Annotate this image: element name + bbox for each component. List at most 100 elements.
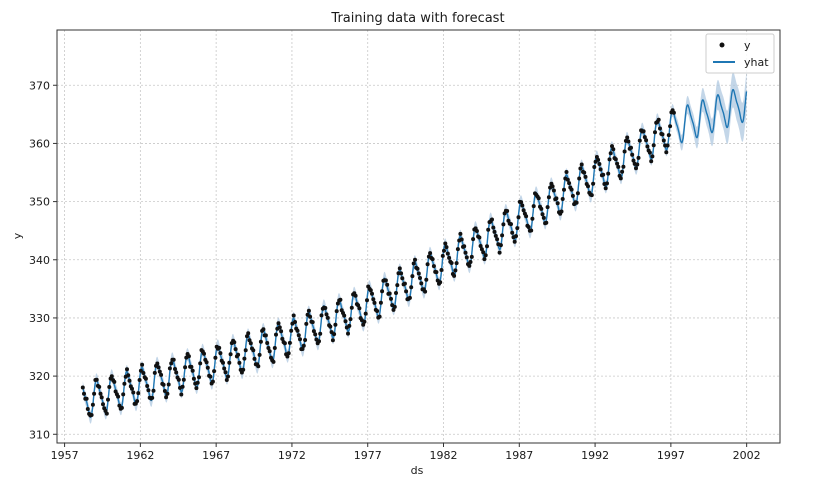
y-point (464, 255, 469, 260)
y-point (347, 323, 352, 328)
y-point (500, 233, 505, 238)
y-point (370, 291, 374, 296)
y-point (334, 309, 339, 314)
y-point (190, 368, 195, 373)
y-axis-label: y (11, 232, 24, 239)
y-point (555, 201, 560, 206)
y-point (319, 313, 324, 318)
y-point (122, 381, 127, 386)
y-point (106, 397, 110, 402)
y-point (540, 212, 545, 217)
y-point (377, 314, 382, 319)
y-point (622, 149, 627, 154)
y-point (300, 347, 305, 351)
y-point (498, 243, 503, 248)
y-point (479, 247, 484, 252)
y-point (394, 291, 398, 295)
y-point (431, 264, 436, 269)
y-point (330, 338, 335, 343)
y-point (266, 346, 271, 350)
y-point (615, 161, 620, 166)
y-point (579, 162, 584, 167)
y-point (399, 271, 404, 276)
y-point (267, 349, 272, 354)
y-point (291, 313, 296, 318)
y-point (625, 135, 630, 140)
y-point (597, 162, 602, 166)
y-point (545, 205, 550, 210)
y-point (603, 186, 608, 191)
y-point (82, 391, 86, 396)
y-point (274, 332, 278, 337)
y-point (445, 251, 450, 256)
y-point (645, 144, 650, 149)
y-point (166, 382, 171, 387)
x-tick-label: 1962 (126, 449, 154, 462)
y-point (92, 391, 97, 396)
y-point (564, 170, 569, 174)
y-point (202, 351, 206, 356)
y-point (668, 124, 673, 129)
y-point (443, 241, 448, 246)
y-point (410, 274, 415, 279)
y-point (84, 396, 89, 401)
y-point (409, 285, 414, 290)
y-point (173, 367, 177, 371)
y-point (303, 338, 308, 342)
y-point (550, 184, 555, 189)
y-point (183, 365, 188, 370)
y-point (333, 322, 338, 327)
x-tick-label: 1992 (581, 449, 609, 462)
y-point (430, 257, 435, 262)
y-point (439, 268, 444, 272)
y-point (143, 376, 148, 381)
y-point (505, 209, 510, 213)
y-point (98, 391, 103, 396)
y-point (194, 386, 199, 391)
y-point (514, 234, 518, 239)
y-point (179, 392, 184, 397)
y-point (387, 291, 392, 296)
y-point (424, 277, 429, 282)
y-point (449, 261, 454, 265)
y-point (490, 217, 494, 222)
y-point (204, 360, 209, 365)
y-point (442, 248, 446, 253)
y-point (130, 386, 134, 391)
y-point (536, 196, 541, 201)
y-point (491, 225, 496, 230)
x-tick-label: 1987 (505, 449, 533, 462)
y-point (631, 158, 636, 163)
y-point (89, 413, 94, 417)
y-point (596, 157, 601, 162)
y-point (474, 229, 479, 233)
y-point (252, 356, 257, 361)
y-tick-label: 360 (29, 137, 50, 150)
y-point (227, 360, 232, 365)
y-point (256, 364, 261, 369)
y-point (586, 184, 590, 189)
y-point (635, 162, 640, 167)
y-point (521, 208, 526, 213)
y-point (323, 306, 328, 310)
y-point (261, 327, 266, 332)
y-point (516, 215, 521, 220)
y-point (181, 377, 186, 382)
y-point (311, 329, 316, 334)
y-point (658, 126, 662, 131)
y-point (419, 281, 424, 286)
x-tick-label: 1997 (657, 449, 685, 462)
y-point (554, 196, 559, 201)
y-point (647, 150, 652, 155)
y-point (380, 289, 385, 294)
y-tick-label: 310 (29, 428, 50, 441)
y-point (642, 135, 647, 140)
y-point (616, 164, 621, 169)
y-series (80, 108, 676, 418)
y-point (425, 262, 430, 267)
y-point (660, 132, 665, 137)
y-point (469, 254, 474, 259)
y-point (156, 365, 161, 370)
y-point (629, 145, 633, 150)
y-point (282, 341, 287, 346)
